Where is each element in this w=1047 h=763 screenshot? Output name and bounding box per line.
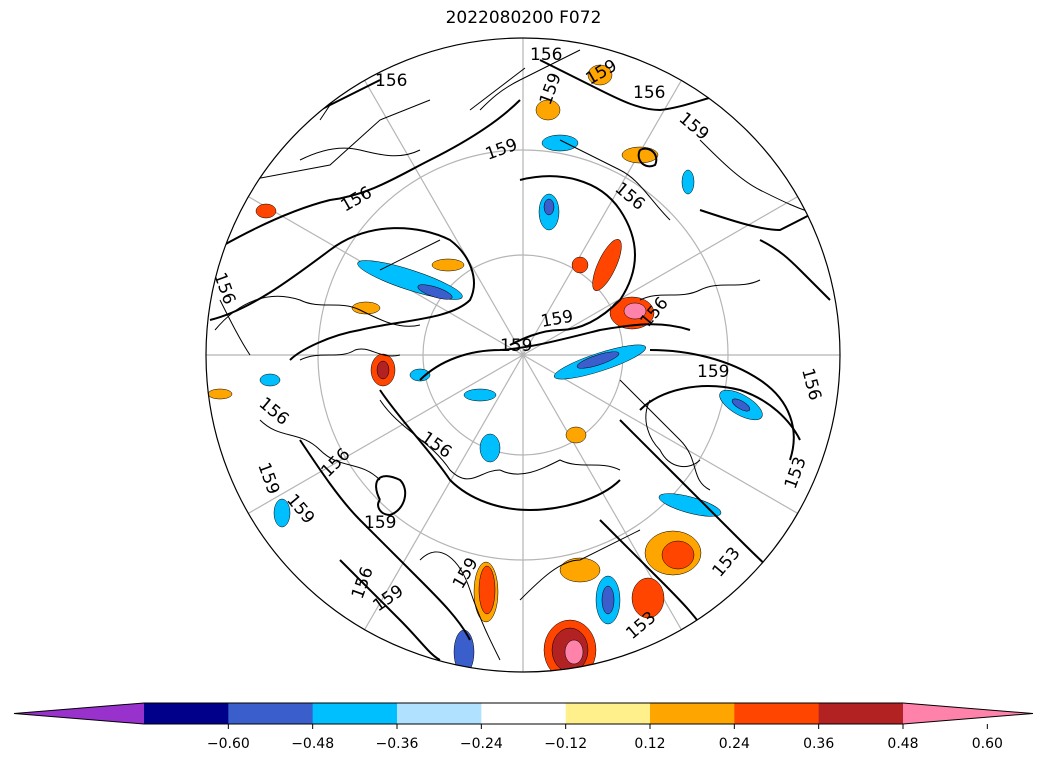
colorbar-swatch <box>144 703 229 724</box>
anomaly-area <box>658 493 722 517</box>
contour-label: 156 <box>530 45 562 65</box>
colorbar-tick-label: −0.48 <box>291 736 334 752</box>
anomaly-area <box>417 284 453 300</box>
anomaly-area <box>351 301 381 315</box>
anomaly-area <box>587 64 613 86</box>
contour-label: 156 <box>375 71 407 91</box>
anomaly-area <box>463 388 497 402</box>
coastlines <box>214 49 821 661</box>
colorbar-swatch <box>650 703 735 724</box>
anomaly-area <box>681 169 695 195</box>
contour-label: 156 <box>633 83 665 103</box>
colorbar-tick-label: −0.24 <box>460 736 503 752</box>
map-title: 2022080200 F072 <box>445 8 602 28</box>
colorbar-swatch <box>565 703 651 724</box>
anomaly-area <box>479 433 501 463</box>
anomaly-area <box>409 368 431 382</box>
anomaly-area <box>601 585 615 615</box>
anomaly-area <box>543 198 555 216</box>
colorbar-swatch <box>481 703 567 724</box>
anomaly-area <box>661 540 695 570</box>
colorbar-tick-label: 0.36 <box>803 736 834 752</box>
contour-label: 159 <box>500 336 532 356</box>
colorbar-tick-label: 0.48 <box>887 736 918 752</box>
colorbar: −0.60 −0.48 −0.36 −0.24 −0.12 0.12 0.24 0.36 0.4… <box>13 702 1034 752</box>
colorbar-tick-label: −0.12 <box>544 736 587 752</box>
anomaly-area <box>621 146 659 164</box>
anomaly-area <box>559 557 601 583</box>
anomaly-area <box>255 203 277 219</box>
colorbar-swatch <box>228 703 314 724</box>
colorbar-tick-label: 0.24 <box>719 736 750 752</box>
map-boundary <box>205 37 841 673</box>
colorbar-swatch <box>818 703 904 724</box>
colorbar-tick-label: 0.60 <box>972 736 1003 752</box>
anomaly-area <box>592 239 622 291</box>
anomaly-area <box>535 99 561 121</box>
anomaly-area <box>376 360 390 380</box>
anomaly-area <box>207 388 233 400</box>
anomaly-area <box>576 351 620 369</box>
colorbar-tick-label: −0.60 <box>207 736 250 752</box>
anomaly-area <box>571 256 589 274</box>
anomaly-area <box>565 426 587 444</box>
colorbar-swatch <box>734 703 820 724</box>
anomaly-area <box>431 258 465 272</box>
colorbar-outline <box>13 702 1034 725</box>
colorbar-swatch <box>397 703 482 724</box>
anomaly-area <box>731 398 751 412</box>
colorbar-extend-high <box>903 703 1033 724</box>
anomaly-area <box>623 302 647 320</box>
anomaly-area <box>259 373 281 387</box>
anomaly-area <box>564 639 584 665</box>
anomaly-area <box>541 134 579 152</box>
colorbar-swatch <box>312 703 398 724</box>
shaded-field <box>207 64 763 672</box>
contour-label: 159 <box>364 513 396 533</box>
colorbar-extend-low <box>14 703 144 724</box>
contour-label: 159 <box>697 362 729 382</box>
colorbar-tick-label: 0.12 <box>634 736 665 752</box>
colorbar-tick-label: −0.36 <box>376 736 419 752</box>
anomaly-area <box>478 565 496 615</box>
anomaly-area <box>273 498 291 528</box>
anomaly-area <box>631 577 665 619</box>
